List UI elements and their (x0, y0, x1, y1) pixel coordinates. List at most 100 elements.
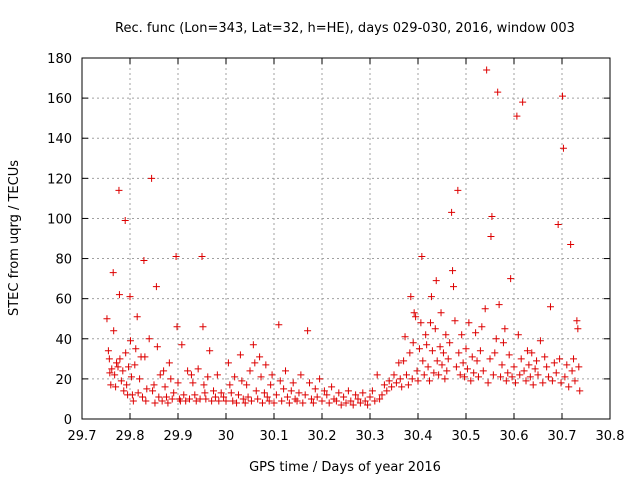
data-point (105, 355, 113, 363)
data-point (283, 393, 291, 401)
data-point (285, 399, 293, 407)
data-point (446, 339, 454, 347)
data-point (191, 391, 199, 399)
data-point (388, 383, 396, 391)
data-point (238, 377, 246, 385)
data-point (262, 361, 270, 369)
data-point (133, 313, 141, 321)
data-point (125, 363, 133, 371)
data-point (380, 381, 388, 389)
y-tick-label: 0 (64, 413, 72, 428)
data-point (213, 371, 221, 379)
data-point (523, 347, 531, 355)
data-point (479, 367, 487, 375)
data-point (289, 379, 297, 387)
data-point (287, 387, 295, 395)
data-point (395, 359, 403, 367)
data-point (428, 347, 436, 355)
y-tick-label: 180 (47, 52, 72, 67)
data-point (200, 381, 208, 389)
data-point (201, 389, 209, 397)
data-point (328, 383, 336, 391)
data-point (436, 343, 444, 351)
data-point (508, 373, 516, 381)
data-point (473, 357, 481, 365)
data-point (545, 373, 553, 381)
data-point (111, 371, 119, 379)
y-tick-label: 100 (47, 212, 72, 227)
data-point (514, 331, 522, 339)
data-point (258, 399, 266, 407)
data-point (468, 353, 476, 361)
data-point (570, 355, 578, 363)
data-point (366, 393, 374, 401)
data-point (117, 377, 125, 385)
data-point (239, 395, 247, 403)
data-point (107, 381, 115, 389)
x-axis-label: GPS time / Days of year 2016 (249, 460, 441, 475)
data-point (278, 397, 286, 405)
data-point (173, 323, 181, 331)
data-point (474, 373, 482, 381)
data-point (128, 391, 136, 399)
data-point (494, 88, 502, 96)
data-point (412, 313, 420, 321)
data-point (236, 351, 244, 359)
data-point (373, 371, 381, 379)
data-point (204, 373, 212, 381)
data-point (455, 349, 463, 357)
data-point (499, 339, 507, 347)
data-point (441, 375, 449, 383)
data-point (456, 371, 464, 379)
data-point (187, 371, 195, 379)
data-point (247, 397, 255, 405)
data-point (454, 186, 462, 194)
data-point (189, 379, 197, 387)
data-point (546, 303, 554, 311)
data-point (246, 367, 254, 375)
data-point (400, 357, 408, 365)
data-point (172, 253, 180, 261)
data-point (149, 387, 157, 395)
data-point (342, 399, 350, 407)
data-point (501, 325, 509, 333)
data-point (550, 359, 558, 367)
data-point (525, 361, 533, 369)
data-point (180, 391, 188, 399)
data-point (534, 371, 542, 379)
y-tick-label: 160 (47, 92, 72, 107)
data-point (131, 361, 139, 369)
data-point (122, 349, 130, 357)
data-point (561, 373, 569, 381)
data-point (364, 401, 372, 409)
data-point (134, 389, 142, 397)
data-point (233, 399, 241, 407)
data-point (488, 212, 496, 220)
data-point (192, 397, 200, 405)
data-point (120, 387, 128, 395)
data-point (320, 387, 328, 395)
chart-title: Rec. func (Lon=343, Lat=32, h=HE), days … (115, 21, 575, 36)
x-tick-label: 30.7 (548, 429, 577, 444)
data-point (126, 337, 134, 345)
x-tick-label: 29.9 (164, 429, 193, 444)
data-point (254, 395, 262, 403)
data-point (461, 373, 469, 381)
data-point (354, 395, 362, 403)
data-point (244, 393, 252, 401)
data-point (103, 315, 111, 323)
data-point (571, 377, 579, 385)
data-point (371, 397, 379, 405)
data-point (344, 387, 352, 395)
y-tick-label: 80 (55, 253, 72, 268)
x-tick-label: 30.4 (404, 429, 433, 444)
data-point (522, 377, 530, 385)
data-point (378, 391, 386, 399)
data-point (132, 345, 140, 353)
data-point (452, 363, 460, 371)
data-point (316, 375, 324, 383)
data-point (152, 283, 160, 291)
data-point (325, 399, 333, 407)
data-point (160, 367, 168, 375)
data-point (576, 387, 584, 395)
